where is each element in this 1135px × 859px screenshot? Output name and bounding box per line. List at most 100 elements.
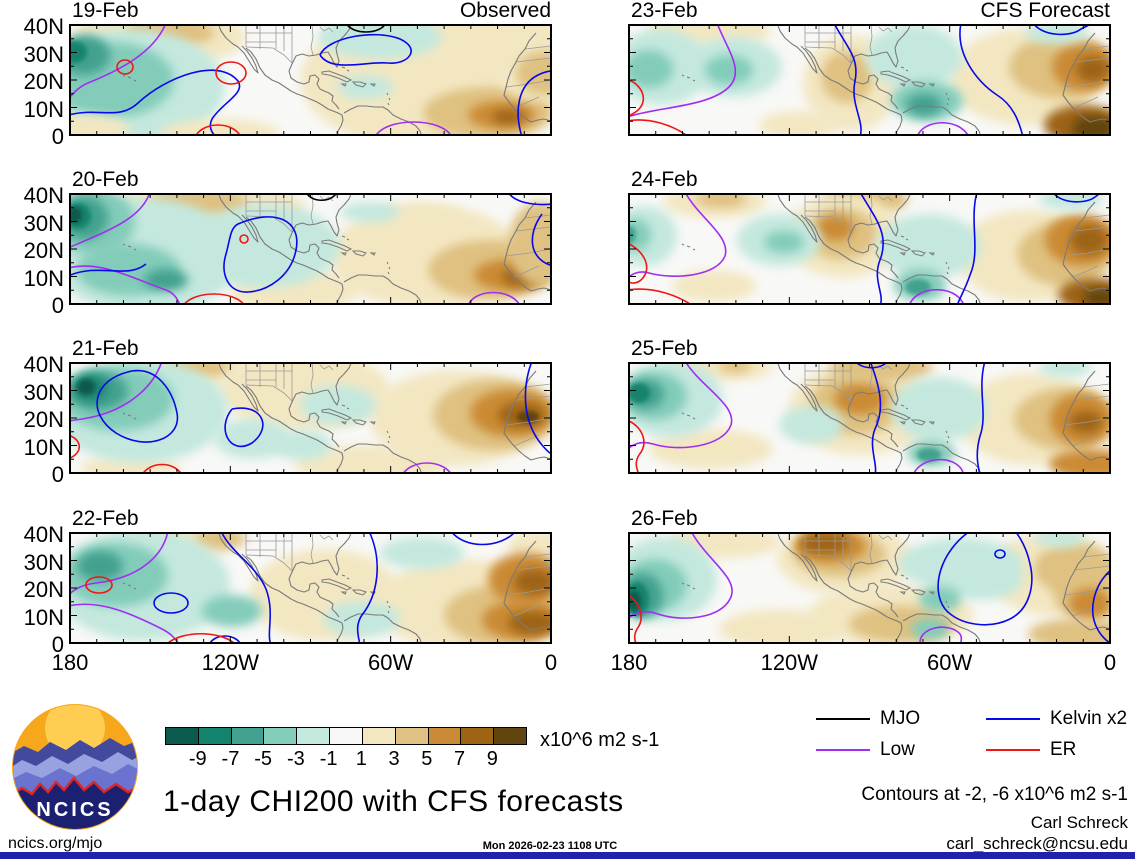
basemap-coastlines: [122, 533, 551, 643]
contour-levels-note: Contours at -2, -6 x10^6 m2 s-1: [861, 784, 1128, 805]
panel-date-label: 21-Feb: [72, 337, 139, 360]
colorbar-tick-label: -7: [221, 748, 240, 770]
credit-email: carl_schreck@ncsu.edu: [946, 834, 1128, 853]
y-axis-tick-label: 10N: [23, 265, 64, 291]
y-axis-tick-label: 20N: [23, 69, 64, 94]
legend-item-low: Low: [816, 739, 915, 761]
legend-line-swatch: [986, 748, 1040, 751]
legend-item-mjo: MJO: [816, 708, 920, 730]
colorbar-cell: [461, 728, 495, 744]
footer-url: ncics.org/mjo: [8, 835, 103, 852]
panel-map-20-feb: [69, 193, 552, 305]
colorbar-unit-label: x10^6 m2 s-1: [540, 729, 660, 751]
panel-map-22-feb: [69, 532, 552, 644]
colorbar-cell: [198, 728, 232, 744]
y-axis-tick-label: 30N: [23, 549, 64, 575]
figure-title: 1-day CHI200 with CFS forecasts: [163, 785, 624, 818]
bottom-accent-bar: [0, 852, 1135, 859]
anomaly-shading: [629, 533, 1110, 643]
wave-contours: [70, 533, 515, 643]
colorbar-cell: [264, 728, 298, 744]
x-axis-tick-label: 0: [544, 650, 558, 675]
panel-map-21-feb: [69, 362, 552, 474]
anomaly-shading: [70, 25, 551, 135]
colorbar-tick-label: 7: [453, 748, 466, 770]
legend-item-kelvin-x2: Kelvin x2: [986, 708, 1127, 730]
y-axis-tick-label: 30N: [23, 210, 64, 236]
y-axis-tick-label: 0: [51, 462, 64, 487]
y-axis-tick-label: 30N: [23, 41, 64, 67]
y-axis-tick-label: 20N: [23, 407, 64, 432]
y-axis-tick-label: 40N: [23, 352, 64, 377]
ncics-logo: NCICS: [12, 704, 138, 830]
x-axis-tick-label: 0: [1103, 650, 1117, 675]
x-axis-tick-label: 180: [610, 650, 648, 675]
panel-map-23-feb: [628, 24, 1111, 136]
panel-date-label: 19-Feb: [72, 0, 139, 22]
colorbar-tick-label: -9: [188, 748, 207, 770]
y-axis-tick-label: 0: [51, 632, 64, 657]
legend-label: MJO: [880, 708, 921, 729]
colorbar-tick-label: 3: [388, 748, 400, 770]
colorbar: [165, 727, 527, 745]
panel-corner-label: CFS Forecast: [980, 0, 1110, 22]
logo-sun-glow: [45, 705, 105, 758]
wave-contours: [629, 533, 1110, 643]
panel-map-25-feb: [628, 362, 1111, 474]
colorbar-cell: [297, 728, 331, 744]
anomaly-shading: [70, 363, 551, 473]
footer-timestamp: Mon 2026-02-23 1108 UTC: [482, 840, 618, 852]
colorbar-cell: [362, 728, 396, 744]
basemap-coastlines: [122, 194, 551, 304]
panel-date-label: 23-Feb: [631, 0, 698, 22]
logo-text: NCICS: [36, 799, 113, 821]
y-axis-tick-label: 20N: [23, 238, 64, 263]
x-axis-tick-label: 120W: [201, 650, 260, 675]
y-axis-tick-label: 0: [51, 124, 64, 149]
panel-corner-label: Observed: [459, 0, 551, 22]
panel-date-label: 26-Feb: [631, 507, 698, 530]
panel-date-label: 20-Feb: [72, 168, 139, 191]
colorbar-cell: [494, 728, 526, 744]
legend-line-swatch: [816, 748, 870, 751]
y-axis-tick-label: 10N: [23, 434, 64, 460]
x-axis-tick-label: 60W: [368, 650, 414, 675]
panel-date-label: 25-Feb: [631, 337, 698, 360]
y-axis-tick-label: 0: [51, 293, 64, 318]
legend-line-swatch: [816, 717, 870, 720]
basemap-coastlines: [681, 194, 1110, 304]
legend-line-swatch: [986, 717, 1040, 720]
x-axis-tick-label: 180: [51, 650, 89, 675]
panel-date-label: 22-Feb: [72, 507, 139, 530]
y-axis-tick-label: 40N: [23, 14, 64, 39]
colorbar-tick-label: 1: [355, 748, 367, 770]
basemap-coastlines: [122, 25, 551, 135]
colorbar-cell: [395, 728, 429, 744]
credit-name: Carl Schreck: [1030, 813, 1128, 832]
anomaly-shading: [70, 533, 551, 643]
panel-date-label: 24-Feb: [631, 168, 698, 191]
colorbar-cell: [330, 728, 363, 744]
colorbar-cell: [231, 728, 265, 744]
logo-base: [13, 778, 137, 829]
y-axis-tick-label: 10N: [23, 96, 64, 122]
wave-contours: [629, 25, 1091, 135]
legend-label: Low: [880, 739, 915, 760]
anomaly-shading: [629, 363, 1110, 473]
logo-red-ridgeline: [13, 776, 137, 798]
colorbar-cell: [166, 728, 199, 744]
basemap-coastlines: [681, 533, 1110, 643]
panel-map-26-feb: [628, 532, 1111, 644]
legend-label: Kelvin x2: [1050, 708, 1128, 729]
x-axis-tick-label: 60W: [927, 650, 973, 675]
legend-item-er: ER: [986, 739, 1076, 761]
y-axis-tick-label: 10N: [23, 604, 64, 630]
colorbar-tick-label: -1: [319, 748, 338, 770]
colorbar-cell: [428, 728, 462, 744]
panel-map-24-feb: [628, 193, 1111, 305]
colorbar-tick-label: -5: [254, 748, 273, 770]
colorbar-tick-label: 9: [486, 748, 498, 770]
y-axis-tick-label: 30N: [23, 379, 64, 405]
basemap-coastlines: [681, 363, 1110, 473]
